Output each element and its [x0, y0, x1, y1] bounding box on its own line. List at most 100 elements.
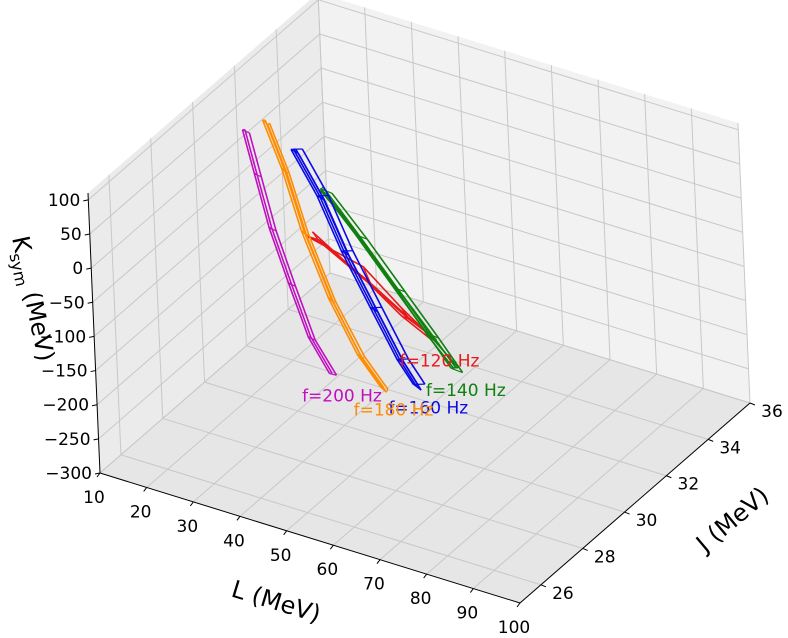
- z-tick-label: −300: [45, 464, 92, 484]
- series-5-rung: [254, 173, 262, 178]
- series-3-rung: [396, 358, 405, 365]
- z-tick-mark: [87, 301, 93, 304]
- grid-line-z-side: [96, 204, 328, 406]
- z-tick-label: 0: [72, 259, 83, 279]
- series-4: [261, 119, 389, 393]
- x-tick-mark: [236, 516, 241, 521]
- z-tick-label: −250: [44, 430, 91, 450]
- grid-line-x-floor: [333, 344, 564, 546]
- z-tick-label: 50: [60, 225, 82, 245]
- x-tick-label: 70: [363, 575, 385, 595]
- series-5-rung: [308, 336, 316, 341]
- series-4-rung: [267, 122, 270, 126]
- grid-line-y-floor: [120, 454, 542, 586]
- grid-line-x-floor: [146, 287, 377, 488]
- grid-line-x-back: [457, 36, 471, 317]
- series-4-strand: [261, 119, 382, 389]
- grid-line-x-floor: [239, 315, 471, 517]
- series-5-strand: [248, 132, 338, 376]
- series-3-strand: [301, 148, 426, 385]
- z-tick-label: 100: [48, 191, 80, 211]
- x-tick-label: 40: [223, 531, 245, 551]
- grid-line-z-back: [319, 33, 740, 165]
- y-tick-label: 30: [636, 511, 658, 531]
- y-tick-mark: [707, 438, 714, 442]
- series-2-rung: [450, 367, 463, 374]
- series-4-rung: [380, 387, 387, 393]
- series-4-rung: [357, 354, 363, 360]
- series-4-strand: [266, 124, 387, 393]
- grid-line-x-back: [644, 94, 658, 375]
- grid-line-z-side: [90, 67, 322, 269]
- series-2-rung: [393, 286, 406, 293]
- series-1-strand: [318, 239, 435, 339]
- y-tick-label: 28: [594, 547, 616, 567]
- floor-pane: [100, 273, 750, 603]
- grid-line-y-floor: [246, 345, 667, 477]
- grid-line-z-back: [321, 67, 742, 199]
- z-tick-mark: [93, 438, 99, 441]
- x-axis-line: [99, 472, 521, 604]
- grid-line-z-back: [325, 170, 746, 302]
- grid-line-z-back: [318, 0, 739, 131]
- z-axis-label-main: K: [6, 233, 37, 255]
- y-tick-mark: [666, 475, 672, 479]
- x-tick-label: 60: [317, 560, 339, 580]
- series-3-strand: [290, 148, 415, 385]
- tick-labels: 10 20 30 40 50 60 70 80 90 100 26 28 30 32 34 36 −300 −25…: [39, 191, 782, 638]
- series-1-rung: [305, 235, 320, 241]
- z-tick-mark: [94, 472, 101, 475]
- annotation-2: f=140 Hz: [426, 381, 506, 401]
- series-1-rung: [401, 315, 409, 320]
- x-tick-mark: [329, 544, 334, 550]
- series-3-rung: [370, 307, 379, 313]
- z-tick-mark: [86, 267, 92, 270]
- series-5-strand: [244, 129, 333, 374]
- z-axis-line: [87, 192, 101, 474]
- series-4-rung: [362, 356, 365, 360]
- series-4-rung: [281, 168, 288, 174]
- y-tick-label: 26: [552, 584, 574, 604]
- grid-line-x-floor: [286, 330, 517, 532]
- grid-line-z-back: [326, 204, 748, 336]
- grid-line-x-back: [410, 21, 424, 302]
- y-tick-label: 34: [719, 438, 741, 458]
- series-4-rung: [262, 119, 269, 126]
- x-tick-mark: [96, 472, 101, 478]
- z-tick-mark: [90, 370, 96, 373]
- x-tick-mark: [516, 602, 521, 608]
- x-tick-mark: [189, 501, 194, 507]
- series-4-rung: [286, 171, 290, 174]
- series-3-strand: [297, 153, 422, 391]
- z-tick-mark: [91, 404, 98, 407]
- x-tick-mark: [469, 588, 474, 593]
- y-tick-mark: [624, 511, 630, 515]
- series-5-rung: [268, 227, 277, 232]
- x-tick-label: 20: [130, 502, 152, 522]
- z-tick-label: −200: [42, 396, 89, 416]
- x-tick-mark: [283, 530, 288, 536]
- z-tick-mark: [84, 233, 90, 236]
- grid-line-x-floor: [426, 373, 657, 575]
- grid-line-z-side: [99, 272, 331, 474]
- series-3-rung: [413, 383, 422, 391]
- y-tick-mark: [749, 402, 756, 406]
- series-2-strand: [319, 188, 452, 369]
- z-tick-label: −100: [39, 327, 86, 347]
- grid-line-y-side: [317, 0, 331, 274]
- x-tick-label: 100: [498, 618, 530, 638]
- y-tick-label: 32: [678, 475, 700, 495]
- annotation-1: f=120 Hz: [400, 351, 480, 371]
- grid-line-z-side: [87, 0, 319, 201]
- z-tick-mark: [83, 199, 89, 202]
- series-2-rung: [355, 234, 368, 240]
- grid-line-y-floor: [288, 308, 709, 440]
- series-group: [241, 119, 464, 393]
- grid-line-x-back: [504, 50, 518, 331]
- series-4-rung: [306, 233, 309, 237]
- series-3-strand: [292, 148, 417, 387]
- x-tick-label: 50: [270, 546, 292, 566]
- grid-line-x-back: [550, 65, 564, 346]
- series-3-rung: [290, 148, 299, 155]
- grid-line-x-back: [690, 108, 704, 389]
